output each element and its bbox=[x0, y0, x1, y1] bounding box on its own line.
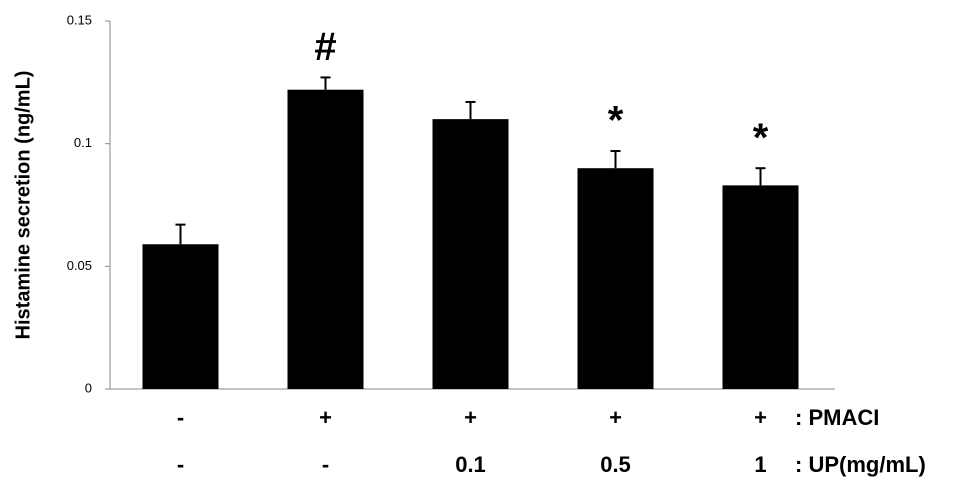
y-axis-label: Histamine secretion (ng/mL) bbox=[12, 71, 34, 340]
y-tick-label: 0 bbox=[85, 380, 92, 395]
bar bbox=[142, 244, 219, 389]
y-tick-label: 0.05 bbox=[67, 258, 92, 273]
category-label: + bbox=[319, 405, 332, 430]
significance-mark: # bbox=[314, 25, 336, 69]
category-label: 0.1 bbox=[455, 452, 486, 477]
row-label: : UP(mg/mL) bbox=[795, 452, 926, 477]
bar bbox=[287, 89, 364, 390]
category-label: 1 bbox=[754, 452, 766, 477]
category-label: - bbox=[177, 452, 184, 477]
category-label: + bbox=[754, 405, 767, 430]
category-label: - bbox=[322, 452, 329, 477]
significance-mark: * bbox=[608, 99, 624, 143]
category-label: + bbox=[609, 405, 622, 430]
significance-mark: * bbox=[753, 116, 769, 160]
row-label: : PMACI bbox=[795, 405, 879, 430]
error-bar bbox=[465, 100, 476, 120]
error-bar bbox=[320, 76, 331, 90]
y-tick-label: 0.15 bbox=[67, 12, 92, 27]
y-tick-label: 0.1 bbox=[74, 135, 92, 150]
category-label: - bbox=[177, 405, 184, 430]
error-bar bbox=[610, 150, 621, 169]
category-label: 0.5 bbox=[600, 452, 631, 477]
bar bbox=[432, 119, 509, 389]
category-label: + bbox=[464, 405, 477, 430]
bar bbox=[722, 185, 799, 389]
error-bar bbox=[175, 223, 186, 245]
error-bar bbox=[755, 167, 766, 186]
bar bbox=[577, 168, 654, 389]
